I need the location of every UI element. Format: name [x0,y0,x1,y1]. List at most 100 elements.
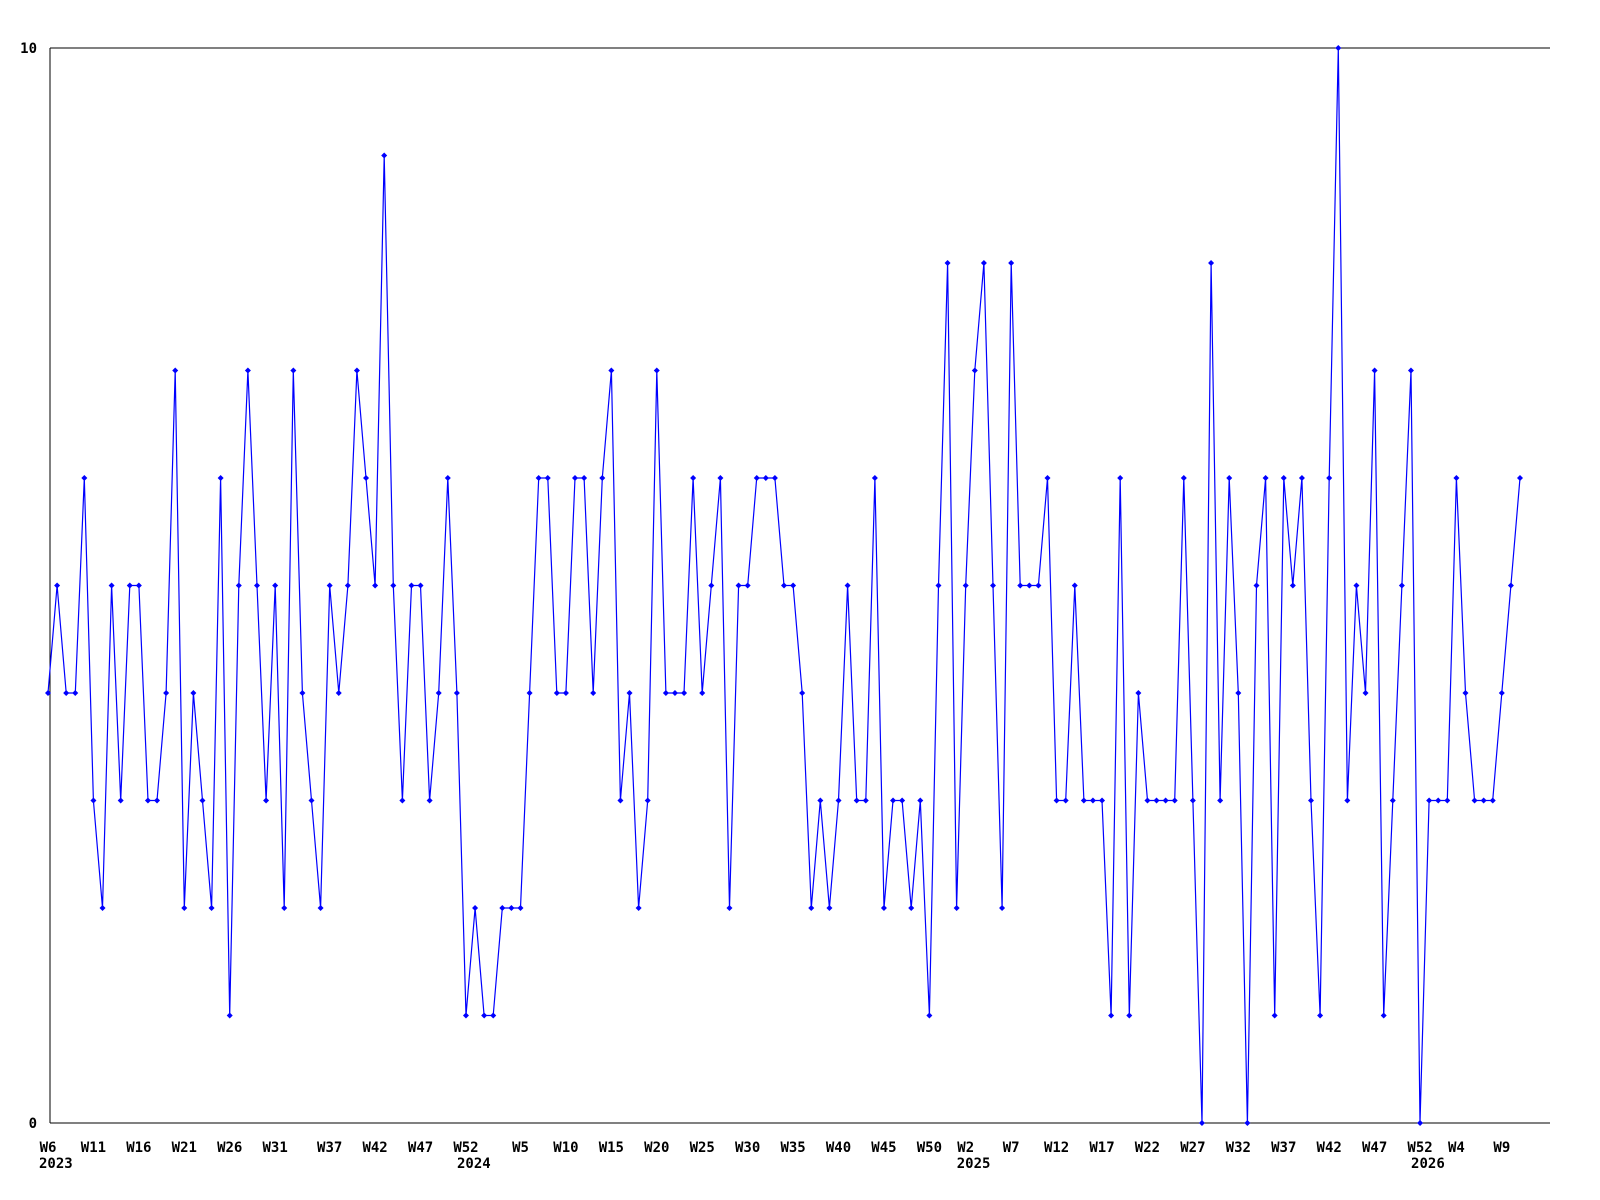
data-point [1180,475,1187,481]
data-point [681,690,688,696]
data-point [163,690,170,696]
data-point [308,797,315,804]
data-point [1444,797,1451,804]
x-tick-label: W5 [512,1140,529,1156]
x-tick-label: W30 [735,1140,760,1156]
data-point [1407,367,1414,374]
data-point [944,260,951,266]
data-point [217,475,224,481]
data-point [181,905,188,911]
x-tick-label: W21 [172,1140,197,1156]
data-point [353,367,360,374]
data-point [435,690,442,696]
data-point [735,582,742,589]
data-point [326,582,333,589]
data-point [1353,582,1360,589]
x-tick-label: W11 [81,1140,106,1156]
data-point [835,797,842,804]
data-point [1135,690,1142,696]
data-point [244,367,251,374]
data-point [917,797,924,804]
data-point [117,797,124,804]
data-point [1144,797,1151,804]
data-point [862,797,869,804]
x-tick-label: W26 [217,1140,242,1156]
data-point [1026,582,1033,589]
data-point [1298,475,1305,481]
data-point [144,797,151,804]
data-point [744,582,751,589]
x-tick-label: W42 [362,1140,387,1156]
x-tick-label: W10 [553,1140,578,1156]
data-point [1071,582,1078,589]
data-point [590,690,597,696]
data-point [426,797,433,804]
data-point [1308,797,1315,804]
data-point [1489,797,1496,804]
data-point [372,582,379,589]
data-point [1208,260,1215,266]
data-point [1371,367,1378,374]
data-point [1271,1012,1278,1019]
data-point [635,905,642,911]
data-point [671,690,678,696]
data-point [317,905,324,911]
data-point [608,367,615,374]
data-point [1262,475,1269,481]
data-point [154,797,161,804]
y-tick-label-max: 10 [20,41,37,57]
x-tick-label: W27 [1180,1140,1205,1156]
data-point [1462,690,1469,696]
data-point [253,582,260,589]
data-point [399,797,406,804]
data-point [1435,797,1442,804]
data-point [172,367,179,374]
x-tick-label: W6 [40,1140,57,1156]
data-point [662,690,669,696]
data-point [726,905,733,911]
x-tick-label: W47 [1362,1140,1387,1156]
x-tick-label: W50 [917,1140,942,1156]
data-point [99,905,106,911]
data-point [1053,797,1060,804]
data-point [1280,475,1287,481]
data-point [472,905,479,911]
data-point [45,690,51,696]
data-point [108,582,115,589]
data-point [817,797,824,804]
data-point [1362,690,1369,696]
data-point [444,475,451,481]
data-point [781,582,787,589]
data-point [54,582,61,589]
data-point [263,797,270,804]
data-point [690,475,697,481]
data-point [81,475,88,481]
data-point [853,797,860,804]
x-tick-label: W37 [317,1140,342,1156]
x-tick-label: W45 [871,1140,896,1156]
data-point [1017,582,1024,589]
data-point [1244,1120,1251,1126]
data-point [1471,797,1478,804]
x-tick-label: W15 [599,1140,624,1156]
data-point [1517,475,1523,481]
data-point [617,797,624,804]
data-point [63,690,70,696]
data-point [899,797,906,804]
x-tick-label: W25 [690,1140,715,1156]
data-point [826,905,833,911]
data-point [1062,797,1069,804]
x-tick-label: W52 [453,1140,478,1156]
data-point [126,582,133,589]
data-point [908,905,915,911]
data-point [299,690,306,696]
x-tick-label: W4 [1448,1140,1465,1156]
y-tick-label-min: 0 [29,1116,37,1132]
data-point [499,905,506,911]
data-point [799,690,806,696]
data-point [581,475,588,481]
data-point [1335,45,1342,51]
x-tick-label: W17 [1089,1140,1114,1156]
